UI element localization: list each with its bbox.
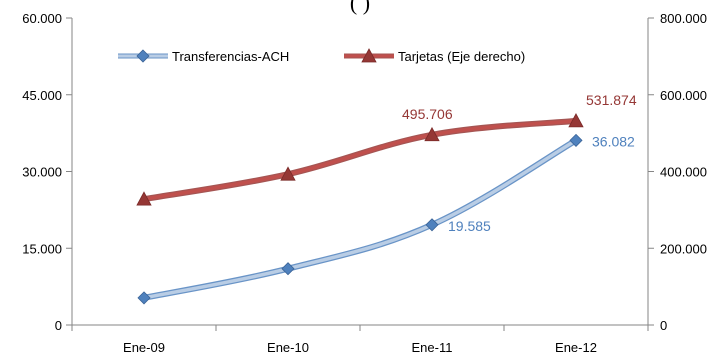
x-tick-label: Ene-12: [555, 340, 597, 355]
series-tarjetas-line: [142, 119, 578, 201]
y-right-tick-label: 800.000: [660, 11, 707, 26]
y-left-tick-label: 0: [55, 318, 62, 333]
series-tarjetas-data-label: 531.874: [586, 92, 637, 108]
series-tarjetas-point: [280, 166, 296, 181]
series-lines: 19.585 36.082 495.706 531.874: [136, 92, 637, 305]
series-ach-line-outline: [141, 137, 579, 301]
y-left-tick-label: 15.000: [22, 241, 62, 256]
series-ach-point: [281, 262, 295, 276]
y-left-tick-label: 45.000: [22, 88, 62, 103]
series-ach-data-label: 36.082: [592, 133, 635, 149]
x-tick-label: Ene-10: [267, 340, 309, 355]
series-ach-line: [142, 138, 578, 300]
series-tarjetas-point: [136, 191, 152, 206]
series-tarjetas-point: [424, 126, 440, 142]
legend-tarjetas-marker: [361, 48, 377, 63]
chart-top-text: ( ): [350, 0, 370, 15]
legend-ach-marker: [136, 49, 150, 63]
x-tick-label: Ene-11: [412, 340, 453, 355]
y-right-tick-label: 400.000: [660, 165, 707, 180]
y-left-tick-label: 60.000: [22, 11, 62, 26]
series-ach-data-label: 19.585: [448, 218, 491, 234]
y-right-tick-label: 600.000: [660, 88, 707, 103]
legend: Transferencias-ACH Tarjetas (Eje derecho): [118, 48, 525, 64]
x-tick-label: Ene-09: [123, 340, 165, 355]
legend-tarjetas-label: Tarjetas (Eje derecho): [398, 49, 525, 64]
y-left-tick-label: 30.000: [22, 165, 62, 180]
legend-ach-label: Transferencias-ACH: [172, 49, 289, 64]
series-tarjetas-data-label: 495.706: [402, 106, 453, 122]
axes: 0 15.000 30.000 45.000 60.000 0 200.000 400.000…: [22, 11, 707, 355]
series-tarjetas-point: [568, 113, 584, 128]
series-ach-point: [425, 218, 439, 232]
series-ach-point: [569, 133, 583, 147]
y-right-tick-label: 200.000: [660, 241, 707, 256]
series-ach-point: [137, 291, 151, 305]
y-right-tick-label: 0: [660, 318, 667, 333]
